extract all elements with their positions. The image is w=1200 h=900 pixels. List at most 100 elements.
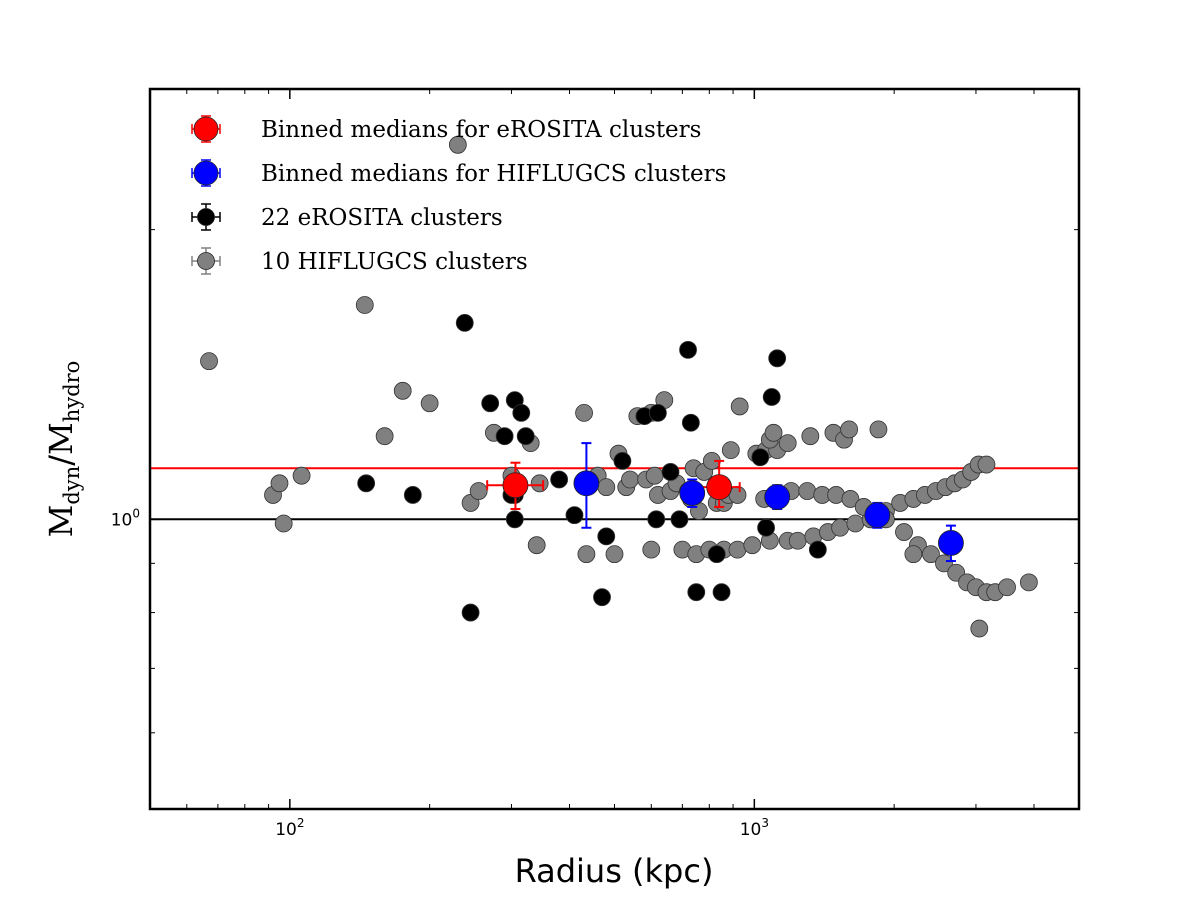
y-label-num-main: M (42, 505, 80, 538)
hiflugcs-point (904, 545, 923, 564)
hiflugcs-median-marker (679, 480, 706, 506)
x-tick-labels: 102 103 (275, 816, 769, 840)
hiflugcs-point (788, 531, 807, 550)
hiflugcs-point (895, 523, 913, 541)
y-tick-label: 100 (111, 506, 140, 530)
hiflugcs-point (448, 135, 467, 154)
erosita-point (403, 486, 422, 504)
erosita-point (679, 340, 697, 359)
hiflugcs-median (864, 501, 891, 529)
legend-marker (197, 208, 215, 226)
erosita-point (512, 403, 531, 422)
hiflugcs-median-marker (573, 470, 600, 497)
hiflugcs-point (998, 578, 1016, 597)
erosita-point (681, 413, 700, 432)
hiflugcs-point (764, 423, 783, 442)
hiflugcs-point (577, 545, 596, 564)
y-tick-exp: 0 (132, 506, 140, 520)
legend-marker (193, 160, 219, 186)
x-tick-label: 103 (740, 816, 769, 840)
legend-marker (197, 252, 215, 270)
erosita-point (565, 506, 584, 525)
erosita-point (648, 403, 667, 422)
erosita-point (505, 510, 524, 529)
x-tick-exp: 2 (297, 816, 305, 830)
erosita-median-marker (502, 472, 529, 499)
erosita-point (670, 510, 689, 529)
hiflugcs-point (355, 296, 374, 314)
erosita-point (712, 583, 731, 602)
hiflugcs-point (721, 441, 740, 460)
major-ticks (150, 89, 1079, 809)
hiflugcs-point (798, 482, 817, 500)
erosita-point (751, 448, 770, 467)
hiflugcs-point (743, 536, 762, 555)
hiflugcs-point (621, 470, 639, 489)
legend-entry: 10 HIFLUGCS clusters (191, 247, 528, 275)
x-tick-label: 102 (275, 816, 304, 840)
x-tick-base: 10 (275, 820, 297, 840)
hiflugcs-point (840, 420, 859, 439)
erosita-point (593, 588, 611, 607)
y-label-den-sub: hydro (60, 361, 84, 423)
legend-entry: 22 eROSITA clusters (191, 203, 503, 231)
legend-label: Binned medians for eROSITA clusters (261, 117, 701, 143)
hiflugcs-point (841, 490, 860, 508)
y-tick-base: 10 (111, 510, 133, 530)
hiflugcs-point (935, 554, 953, 573)
erosita-median (691, 459, 741, 508)
erosita-median (486, 461, 545, 510)
hiflugcs-point (728, 540, 747, 559)
hiflugcs-point (778, 434, 797, 453)
hiflugcs-point (420, 394, 439, 413)
erosita-point (613, 452, 632, 470)
erosita-point (808, 540, 827, 559)
legend-label: 10 HIFLUGCS clusters (261, 249, 528, 275)
x-tick-base: 10 (740, 820, 762, 840)
hiflugcs-point (393, 381, 412, 400)
hiflugcs-point (200, 352, 218, 371)
erosita-point (762, 388, 781, 406)
erosita-point (647, 510, 666, 529)
hiflugcs-median (679, 478, 706, 508)
hiflugcs-median-marker (864, 502, 891, 529)
erosita-point (661, 463, 680, 481)
y-label-num-sub: dyn (60, 466, 84, 505)
hiflugcs-point (977, 455, 996, 474)
erosita-point (455, 313, 474, 332)
legend-label: 22 eROSITA clusters (261, 205, 503, 231)
erosita-point (461, 603, 480, 622)
hiflugcs-point (605, 545, 624, 564)
erosita-point (687, 583, 706, 602)
y-label-den-main: M (42, 422, 80, 455)
hiflugcs-median (764, 484, 791, 510)
erosita-point (357, 474, 376, 493)
hiflugcs-point (642, 540, 661, 559)
hiflugcs-median (573, 442, 600, 529)
erosita-point (516, 427, 535, 446)
hiflugcs-median-marker (764, 484, 791, 510)
hiflugcs-point (869, 420, 888, 439)
hiflugcs-point (375, 427, 394, 446)
hiflugcs-point (922, 545, 940, 564)
hiflugcs-point (846, 514, 865, 533)
y-tick-labels: 100 (111, 506, 140, 530)
hiflugcs-point (527, 536, 546, 555)
hiflugcs-point (1019, 573, 1038, 592)
legend: Binned medians for eROSITA clusters Binne… (191, 115, 726, 275)
hiflugcs-point (292, 466, 311, 485)
hiflugcs-point (575, 403, 593, 422)
hiflugcs-point (597, 478, 616, 497)
hiflugcs-point (645, 466, 664, 485)
erosita-point (768, 349, 787, 368)
erosita-point (550, 470, 569, 489)
hiflugcs-point (730, 397, 749, 416)
hiflugcs-point (274, 514, 293, 533)
erosita-point (707, 545, 726, 564)
plot-frame (148, 87, 1081, 811)
erosita-point (495, 427, 514, 446)
y-axis-label: Mdyn/Mhydro (42, 361, 84, 538)
erosita-point (757, 518, 775, 537)
legend-marker (193, 116, 219, 142)
